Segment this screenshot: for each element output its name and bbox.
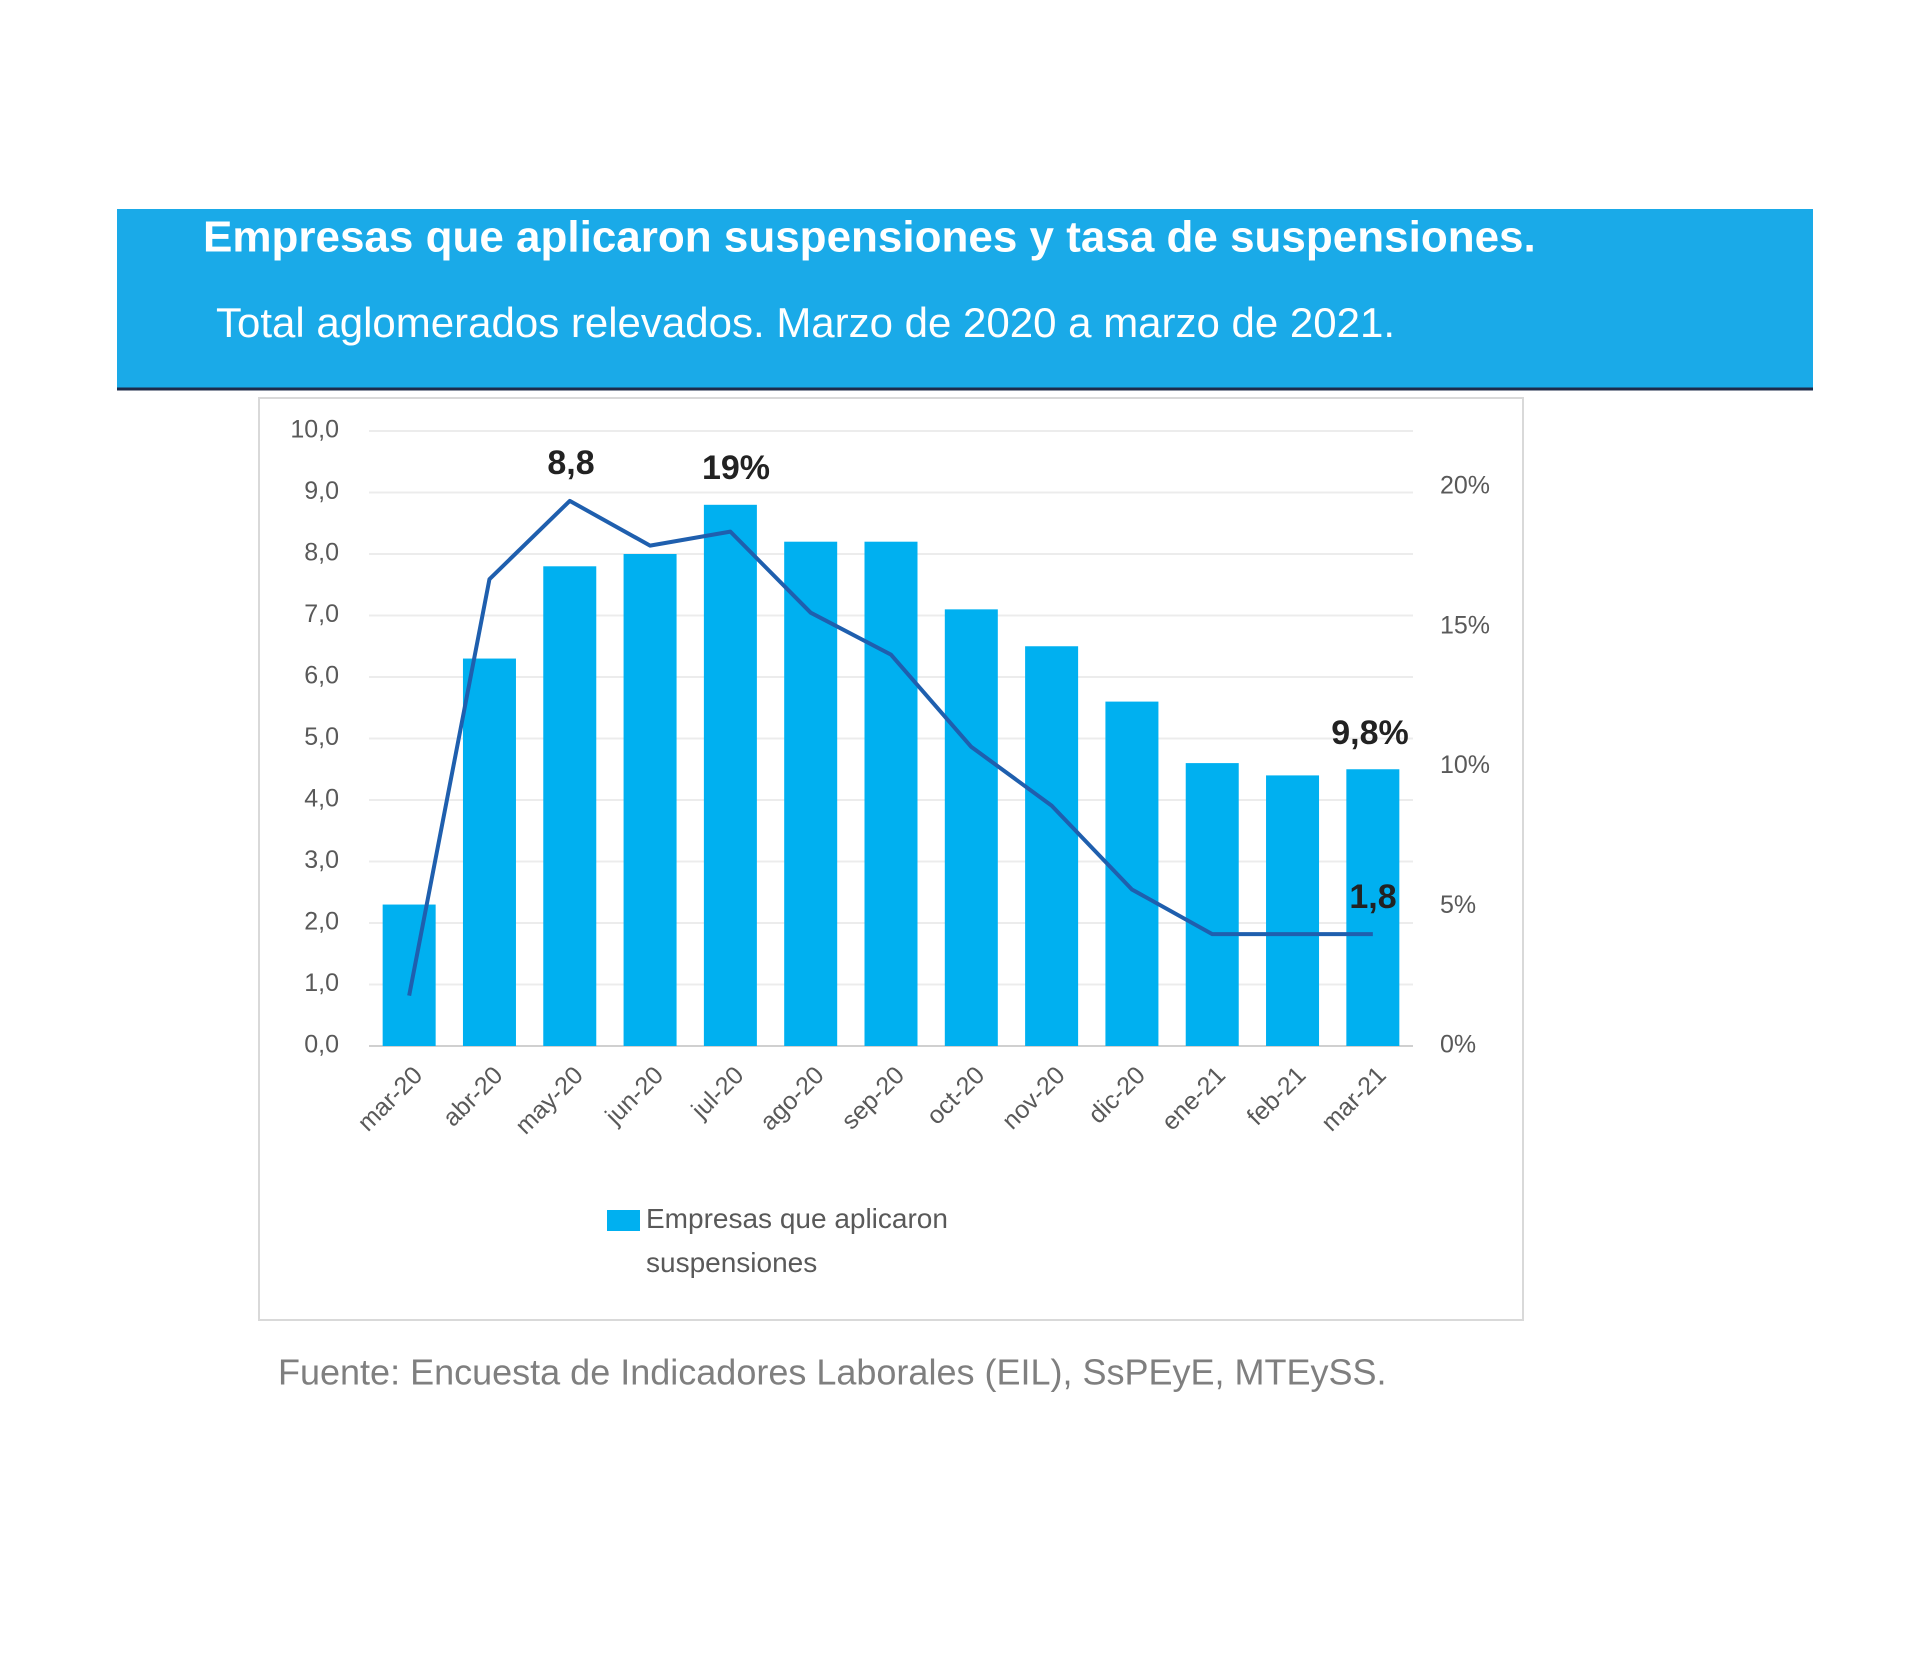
- y2-tick-label: 20%: [1440, 472, 1490, 500]
- annotation: 19%: [702, 449, 770, 487]
- bar: [1346, 769, 1400, 1046]
- y2-tick-label: 0%: [1440, 1031, 1476, 1059]
- line: [407, 498, 1373, 997]
- y-tick-label: 1,0: [304, 969, 339, 997]
- y-tick-label: 3,0: [304, 846, 339, 874]
- y2-tick-label: 10%: [1440, 751, 1490, 779]
- chart-title: Empresas que aplicaron suspensiones y ta…: [203, 213, 1536, 262]
- chart-subtitle: Total aglomerados relevados. Marzo de 20…: [216, 299, 1395, 346]
- bar: [1185, 763, 1239, 1046]
- bar: [543, 566, 597, 1046]
- annotation: 9,8%: [1331, 714, 1409, 752]
- bar: [1025, 646, 1079, 1046]
- bar: [703, 504, 757, 1046]
- bar: [462, 658, 516, 1046]
- y-tick-label: 9,0: [304, 477, 339, 505]
- y-tick-label: 7,0: [304, 600, 339, 628]
- plot-area: 0,0 1,0 2,0 3,0 4,0 5,0 6,0 7,0 8,0 9,0 10,0 0% 5% 10…: [290, 416, 1490, 1279]
- y-tick-label: 10,0: [290, 416, 339, 444]
- y2-tick-label: 15%: [1440, 611, 1490, 639]
- legend-label: Empresas que aplicaron suspensiones: [646, 1203, 948, 1278]
- y2-tick-label: 5%: [1440, 891, 1476, 919]
- legend-swatch: [607, 1210, 640, 1231]
- bar: [1266, 775, 1320, 1046]
- y-tick-label: 8,0: [304, 539, 339, 567]
- annotation: 1,8: [1349, 878, 1396, 916]
- source-note: Fuente: Encuesta de Indicadores Laborale…: [278, 1352, 1387, 1393]
- y-tick-label: 4,0: [304, 785, 339, 813]
- annotation: 8,8: [547, 444, 594, 482]
- y-tick-label: 2,0: [304, 908, 339, 936]
- y-tick-label: 6,0: [304, 662, 339, 690]
- y-tick-label: 0,0: [304, 1031, 339, 1059]
- bar: [784, 541, 838, 1046]
- y-tick-label: 5,0: [304, 723, 339, 751]
- bar: [623, 554, 677, 1046]
- bar: [1105, 701, 1159, 1046]
- title-banner: [117, 209, 1813, 389]
- bar: [864, 541, 918, 1046]
- bar: [382, 904, 436, 1046]
- bar: [944, 609, 998, 1046]
